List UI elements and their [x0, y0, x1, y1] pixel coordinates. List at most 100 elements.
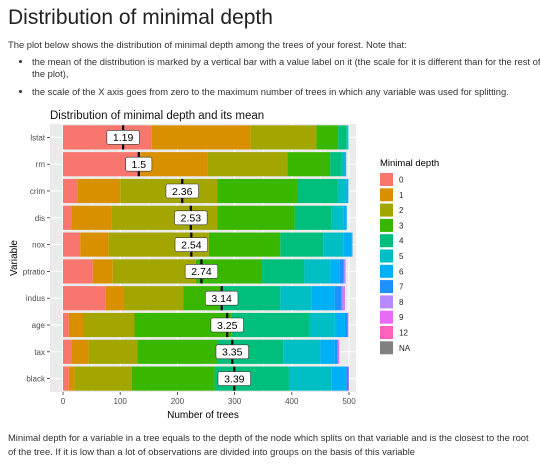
- x-tick-label: 200: [171, 397, 185, 406]
- mean-label: 3.25: [217, 320, 238, 332]
- bar-segment: [348, 366, 349, 391]
- bar-segment: [137, 339, 218, 364]
- x-tick-label: 400: [285, 397, 299, 406]
- legend-swatch: [380, 203, 393, 217]
- note-item: the mean of the distribution is marked b…: [32, 56, 540, 80]
- bar-segment: [71, 205, 112, 230]
- x-tick-label: 500: [342, 397, 356, 406]
- legend-label: 8: [399, 298, 404, 307]
- bar-segment: [207, 152, 288, 177]
- legend-swatch: [380, 295, 393, 309]
- bar-segment: [339, 259, 344, 284]
- bar-segment: [68, 366, 75, 391]
- legend-label: 7: [399, 283, 404, 292]
- legend-label: 1: [399, 191, 404, 200]
- bar-segment: [297, 178, 338, 204]
- y-axis-title: Variable: [9, 240, 20, 276]
- legend-label: 3: [399, 221, 404, 230]
- mean-label-box: [217, 371, 251, 386]
- bar-segment: [63, 205, 72, 230]
- bar-segment: [74, 366, 132, 391]
- mean-label-box: [125, 156, 153, 172]
- legend-swatch: [380, 264, 393, 278]
- bar-segment: [311, 286, 335, 311]
- bar-segment: [337, 339, 339, 364]
- bar-segment: [217, 178, 298, 204]
- mean-label: 2.36: [172, 186, 193, 198]
- minimal-depth-chart: Distribution of minimal depth and its me…: [9, 110, 439, 421]
- bar-segment: [351, 232, 353, 257]
- bar-segment: [63, 259, 93, 284]
- y-tick-label: lstat: [30, 133, 45, 142]
- bar-segment: [347, 312, 349, 338]
- bar-segment: [112, 259, 196, 284]
- bar-segment: [63, 312, 69, 338]
- mean-label-box: [174, 237, 208, 252]
- x-tick-label: 300: [228, 397, 242, 406]
- bar-segment: [208, 232, 281, 257]
- legend-swatch: [380, 326, 393, 339]
- chart-title: Distribution of minimal depth and its me…: [50, 110, 264, 122]
- y-tick-label: indus: [26, 294, 45, 303]
- bar-segment: [346, 125, 348, 150]
- bar-segment: [337, 178, 347, 204]
- bar-segment: [334, 339, 338, 364]
- bar-segment: [92, 259, 113, 284]
- legend-label: 9: [399, 313, 404, 322]
- bar-segment: [341, 286, 345, 311]
- legend-label: 5: [399, 252, 404, 261]
- bar-segment: [77, 178, 121, 204]
- legend-label: 0: [399, 176, 404, 185]
- mean-label: 2.74: [191, 266, 212, 278]
- bar-segment: [294, 205, 332, 230]
- bar-segment: [250, 125, 317, 150]
- legend-swatch: [380, 249, 393, 263]
- mean-label: 2.54: [181, 239, 202, 251]
- legend-label: 6: [399, 267, 404, 276]
- bar-segment: [330, 259, 340, 284]
- bar-segment: [63, 232, 81, 257]
- mean-label: 1.19: [113, 132, 134, 144]
- legend-label: NA: [399, 344, 411, 353]
- mean-label-box: [174, 210, 208, 226]
- mean-label-box: [215, 344, 249, 360]
- legend-label: 2: [399, 206, 404, 215]
- bar-segment: [88, 339, 138, 364]
- bar-segment: [341, 152, 345, 177]
- bar-segment: [105, 286, 124, 311]
- mean-label-box: [165, 183, 199, 199]
- bar-segment: [283, 339, 321, 364]
- bar-segment: [347, 125, 349, 150]
- mean-label: 3.35: [222, 347, 243, 359]
- bar-segment: [123, 286, 184, 311]
- page-title: Distribution of minimal depth: [8, 6, 273, 29]
- bar-segment: [338, 125, 347, 150]
- bar-segment: [280, 232, 324, 257]
- footer-text: Minimal depth for a variable in a tree e…: [8, 432, 529, 457]
- mean-label: 3.14: [211, 293, 232, 305]
- mean-label-box: [106, 130, 140, 145]
- bar-segment: [323, 232, 344, 257]
- y-tick-label: nox: [32, 241, 45, 250]
- legend-swatch: [380, 188, 393, 202]
- mean-label-box: [205, 290, 239, 306]
- bar-segment: [63, 286, 106, 311]
- bar-segment: [334, 312, 345, 338]
- mean-label-box: [184, 264, 219, 279]
- bar-segment: [231, 312, 309, 338]
- legend-swatch: [380, 341, 393, 355]
- bar-segment: [334, 286, 342, 311]
- y-tick-label: black: [26, 375, 46, 384]
- bar-segment: [344, 152, 347, 177]
- bar-segment: [63, 339, 72, 364]
- bar-segment: [83, 312, 135, 338]
- bar-segment: [330, 152, 342, 177]
- bar-segment: [288, 366, 332, 391]
- bar-segment: [151, 125, 251, 150]
- legend-label: 12: [399, 329, 408, 338]
- bar-segment: [320, 339, 335, 364]
- bar-segment: [346, 178, 349, 204]
- bar-segment: [280, 286, 312, 311]
- y-tick-label: crim: [30, 187, 45, 196]
- y-tick-label: tax: [34, 348, 45, 357]
